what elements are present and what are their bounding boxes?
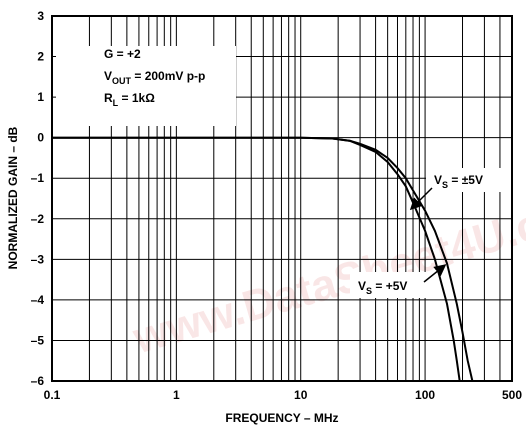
series-label-dual-supply: VS = ±5V [409,173,483,211]
arrow-single-supply [423,264,447,283]
vout-condition: VOUT = 200mV p-p [104,69,205,86]
y-tick-label: –3 [31,252,45,266]
y-tick-label: 3 [37,9,44,23]
watermark: www.DataSheet4U.com [127,182,526,364]
conditions-box [56,46,236,126]
series-label-box-dual [426,168,516,192]
y-tick-label: –2 [31,212,45,226]
gain-condition: G = +2 [104,47,141,61]
x-tick-label: 100 [415,388,435,402]
svg-text:VS = ±5V: VS = ±5V [434,173,483,190]
rl-condition: RL = 1kΩ [104,91,155,108]
y-tick-label: –6 [31,374,45,388]
series-line-single-supply [52,136,464,382]
y-tick-label: 0 [37,131,44,145]
series-label-box-single [350,272,434,298]
y-tick-label: –4 [31,293,45,307]
arrow-dual-supply [409,187,433,211]
test-conditions: G = +2 VOUT = 200mV p-p RL = 1kΩ [104,47,205,108]
y-tick-label: –5 [31,333,45,347]
x-tick-label: 500 [502,388,522,402]
curves [52,136,476,382]
x-tick-label: 0.1 [44,388,61,402]
x-tick-label: 1 [173,388,180,402]
x-tick-label: 10 [294,388,308,402]
svg-text:www.DataSheet4U.com: www.DataSheet4U.com [127,182,526,364]
y-axis-title: NORMALIZED GAIN – dB [6,126,20,269]
y-tick-label: 1 [37,90,44,104]
x-axis-title: FREQUENCY – MHz [225,411,338,425]
y-tick-label: –1 [31,171,45,185]
svg-text:VS = +5V: VS = +5V [358,279,407,296]
plot-frame [51,15,513,382]
series-label-single-supply: VS = +5V [358,264,447,296]
y-tick-label: 2 [37,50,44,64]
